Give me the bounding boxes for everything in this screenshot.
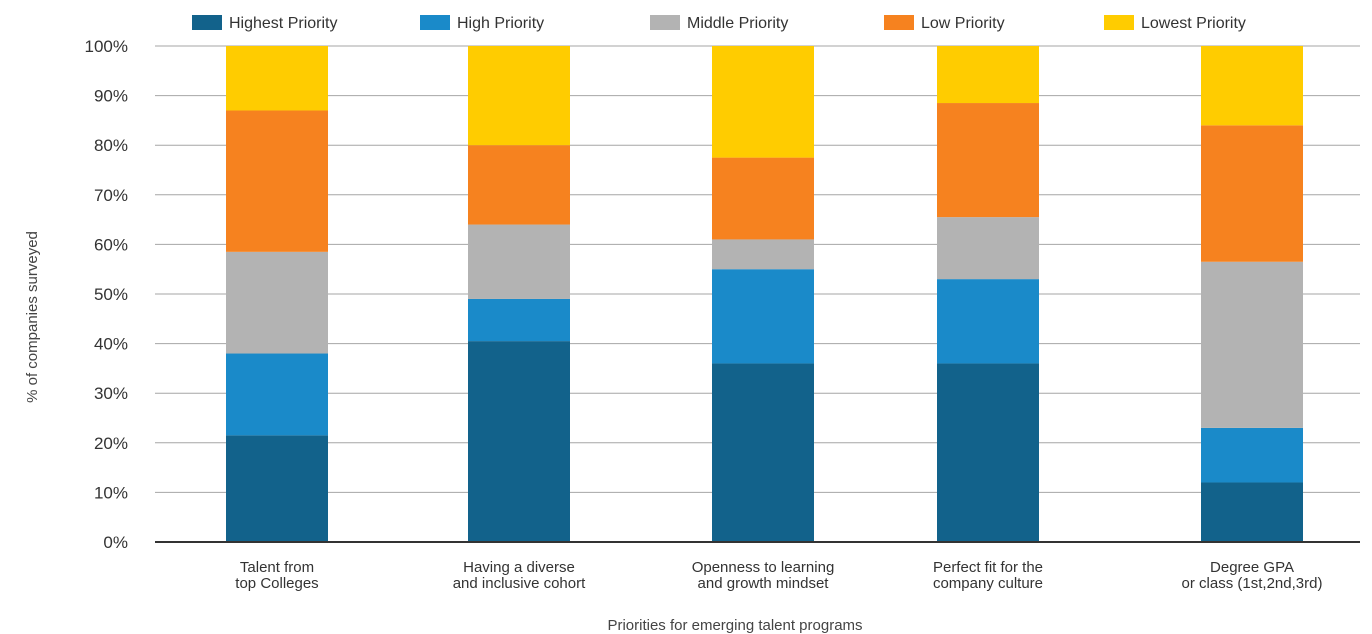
- y-tick-label: 30%: [94, 384, 128, 403]
- legend-swatch: [420, 15, 450, 30]
- bar-segment: [937, 46, 1039, 103]
- y-tick-label: 90%: [94, 87, 128, 106]
- bar-segment: [712, 46, 814, 158]
- x-category-label: Perfect fit for the: [933, 559, 1043, 576]
- bar-segment: [712, 239, 814, 269]
- x-category-label: and inclusive cohort: [453, 575, 586, 592]
- bar-segment: [937, 217, 1039, 279]
- bar-segment: [1201, 262, 1303, 428]
- y-tick-label: 40%: [94, 335, 128, 354]
- legend-label: Low Priority: [921, 15, 1005, 32]
- bar-segment: [226, 435, 328, 542]
- x-category-label: Openness to learning: [692, 559, 835, 576]
- legend-swatch: [1104, 15, 1134, 30]
- bar-segment: [1201, 482, 1303, 542]
- bar-segment: [712, 158, 814, 240]
- x-category-label: top Colleges: [235, 575, 318, 592]
- legend-swatch: [192, 15, 222, 30]
- x-category-label: or class (1st,2nd,3rd): [1182, 575, 1323, 592]
- bar-segment: [1201, 125, 1303, 261]
- bar-segment: [226, 110, 328, 251]
- legend-label: Middle Priority: [687, 15, 788, 32]
- bar-segment: [226, 46, 328, 110]
- x-category-label: company culture: [933, 575, 1043, 592]
- bar-segment: [712, 363, 814, 542]
- bar-segment: [1201, 46, 1303, 125]
- x-category-label: Talent from: [240, 559, 314, 576]
- y-tick-label: 10%: [94, 483, 128, 502]
- y-tick-label: 70%: [94, 186, 128, 205]
- bar-segment: [226, 252, 328, 354]
- y-axis-title: % of companies surveyed: [24, 231, 41, 403]
- bar-segment: [468, 299, 570, 341]
- y-tick-label: 80%: [94, 136, 128, 155]
- x-axis-title: Priorities for emerging talent programs: [607, 617, 862, 634]
- y-tick-label: 0%: [103, 533, 128, 552]
- bar-segment: [468, 225, 570, 299]
- x-category-label: Having a diverse: [463, 559, 575, 576]
- legend: Highest Priority High Priority Middle Prio…: [192, 15, 1246, 32]
- legend-swatch: [650, 15, 680, 30]
- bar-segment: [937, 363, 1039, 542]
- legend-label: Lowest Priority: [1141, 15, 1246, 32]
- y-axis-ticks: 0% 10% 20% 30% 40% 50% 60% 70% 80% 90% 100%: [85, 37, 128, 552]
- legend-label: High Priority: [457, 15, 544, 32]
- y-tick-label: 100%: [85, 37, 128, 56]
- bar-segment: [937, 103, 1039, 217]
- legend-label: Highest Priority: [229, 15, 337, 32]
- bar-segment: [226, 354, 328, 436]
- x-category-label: Degree GPA: [1210, 559, 1294, 576]
- x-category-label: and growth mindset: [698, 575, 830, 592]
- bar-segment: [937, 279, 1039, 363]
- bar-segment: [712, 269, 814, 363]
- legend-swatch: [884, 15, 914, 30]
- bar-segment: [1201, 428, 1303, 483]
- y-tick-label: 50%: [94, 285, 128, 304]
- bar-segment: [468, 145, 570, 224]
- bar-segment: [468, 46, 570, 145]
- y-tick-label: 60%: [94, 235, 128, 254]
- y-tick-label: 20%: [94, 434, 128, 453]
- bar-segment: [468, 341, 570, 542]
